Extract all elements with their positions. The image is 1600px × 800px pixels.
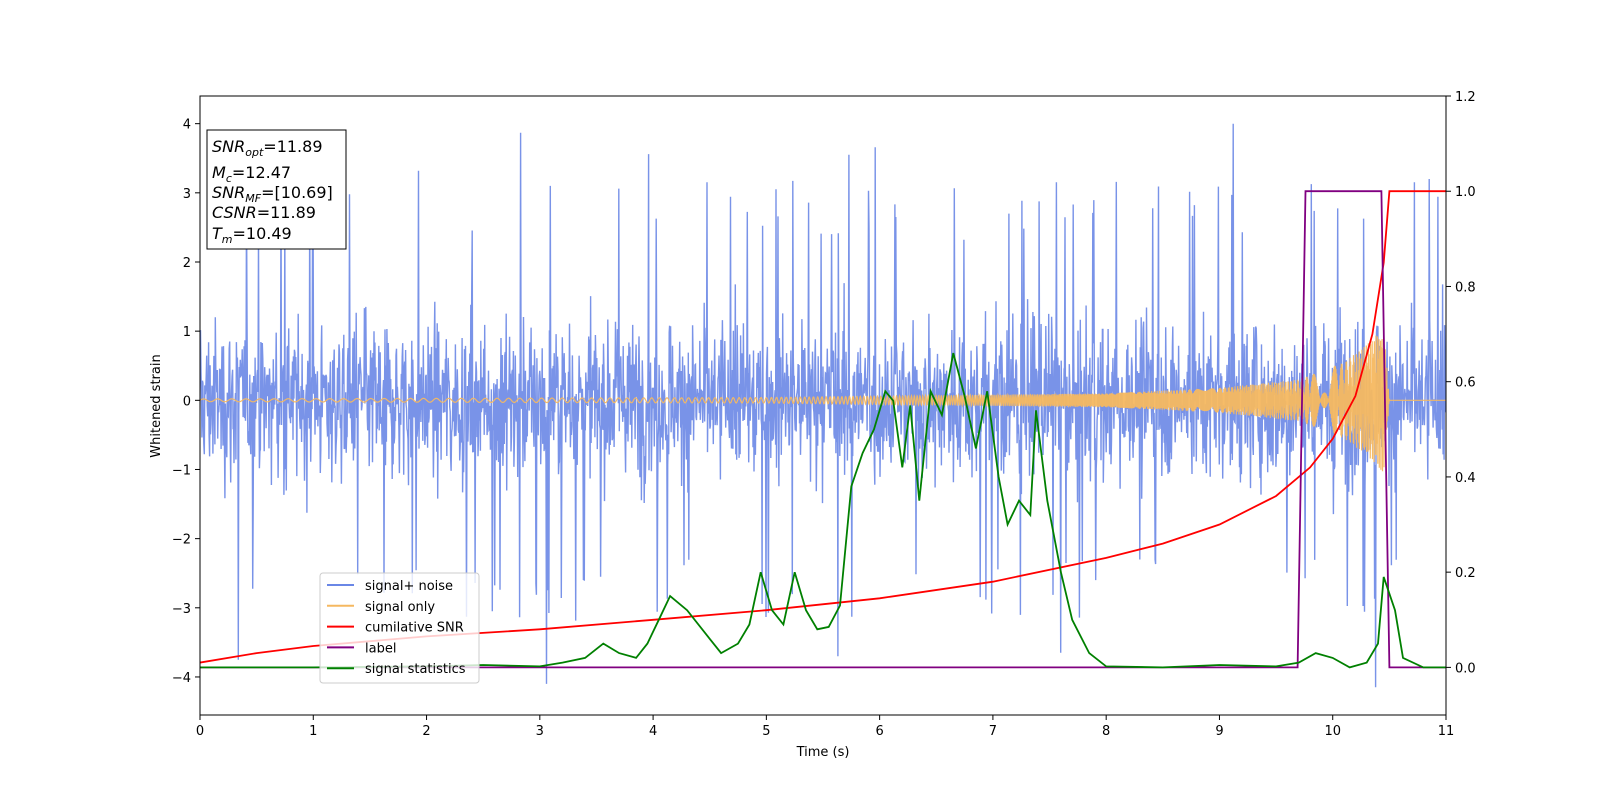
y2-tick-label: 0.2 [1455, 566, 1476, 581]
y-axis-title: Whitened strain [149, 354, 164, 457]
y2-tick-label: 0.8 [1455, 280, 1476, 295]
y-tick-label: −4 [172, 671, 191, 686]
y2-tick-label: 0.4 [1455, 471, 1476, 486]
y-tick-label: 2 [183, 256, 191, 271]
annotation-line: SNRMF=[10.69] [212, 183, 333, 205]
x-tick-label: 1 [309, 724, 317, 739]
y2-axis: 0.0 0.2 0.4 0.6 0.8 1.0 1.2 [1446, 90, 1476, 676]
x-tick-label: 2 [422, 724, 430, 739]
y-tick-label: 4 [183, 118, 191, 133]
y2-tick-label: 0.6 [1455, 376, 1476, 391]
legend-label: signal statistics [365, 662, 466, 677]
x-tick-label: 3 [536, 724, 544, 739]
x-axis: 0 1 2 3 4 5 6 7 8 9 10 11 [196, 715, 1454, 739]
x-tick-label: 4 [649, 724, 657, 739]
x-tick-label: 6 [875, 724, 883, 739]
y-tick-label: 0 [183, 394, 191, 409]
legend-label: cumilative SNR [365, 621, 464, 636]
x-tick-label: 7 [989, 724, 997, 739]
legend-label: signal only [365, 600, 435, 615]
legend-label: label [365, 641, 396, 656]
x-tick-label: 10 [1324, 724, 1341, 739]
y-tick-label: 3 [183, 187, 191, 202]
legend-label: signal+ noise [365, 579, 453, 594]
x-tick-label: 0 [196, 724, 204, 739]
series-signal-noise [200, 123, 1446, 688]
series-signal-only [200, 334, 1446, 472]
annotation-line: Mc=12.47 [212, 163, 291, 185]
x-tick-label: 8 [1102, 724, 1110, 739]
y-tick-label: −3 [172, 602, 191, 617]
plot-frame [199, 95, 1447, 716]
y-axis: −4 −3 −2 −1 0 1 2 3 4 [172, 118, 200, 686]
annotation-frame [206, 129, 347, 250]
y2-tick-label: 1.2 [1455, 90, 1476, 105]
x-tick-label: 11 [1438, 724, 1455, 739]
annotation-line: SNRopt=11.89 [212, 137, 323, 159]
legend-frame [319, 572, 480, 684]
x-axis-title: Time (s) [796, 745, 850, 760]
x-tick-label: 9 [1215, 724, 1223, 739]
legend: signal+ noise signal only cumilative SNR la… [319, 572, 480, 684]
annotation-line: Tm=10.49 [212, 224, 292, 246]
annotation-box: SNRopt=11.89 Mc=12.47SNRMF=[10.69]CSNR=11… [206, 129, 347, 250]
y-tick-label: −2 [172, 533, 191, 548]
y-tick-label: −1 [172, 463, 191, 478]
y2-tick-label: 0.0 [1455, 661, 1476, 676]
y-tick-label: 1 [183, 325, 191, 340]
series-signal-statistics [200, 352, 1446, 669]
x-tick-label: 5 [762, 724, 770, 739]
y2-tick-label: 1.0 [1455, 185, 1476, 200]
annotation-line: CSNR=11.89 [212, 203, 316, 222]
